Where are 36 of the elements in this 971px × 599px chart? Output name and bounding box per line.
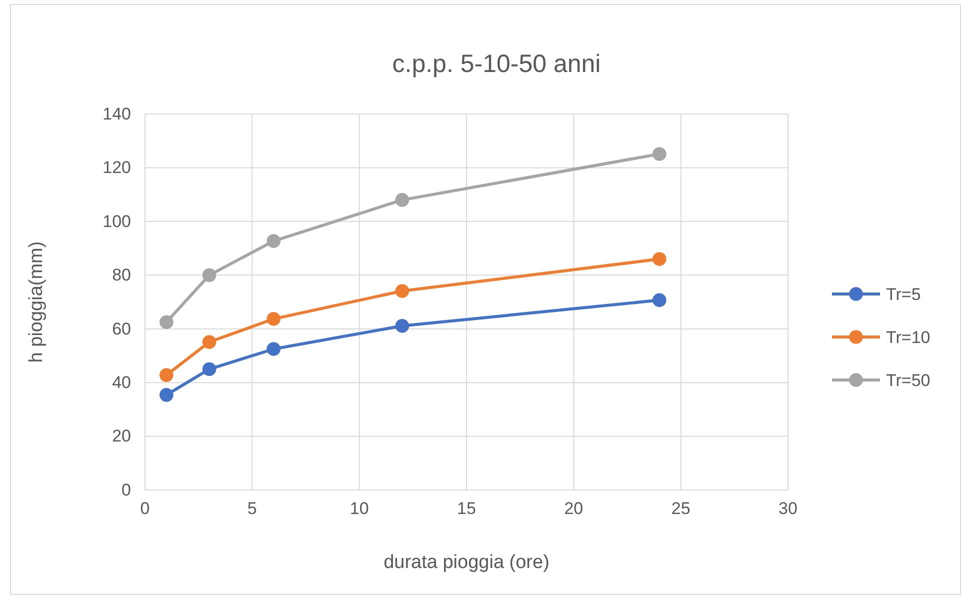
point xyxy=(395,193,410,207)
chart-title: c.p.p. 5-10-50 anni xyxy=(392,50,601,78)
y-tick-label: 100 xyxy=(102,212,131,231)
x-tick-label: 15 xyxy=(457,499,476,518)
y-tick-label: 80 xyxy=(112,266,131,285)
y-tick-label: 120 xyxy=(102,158,131,178)
point xyxy=(395,284,410,298)
x-tick-label: 20 xyxy=(564,499,584,518)
point xyxy=(266,234,281,248)
x-axis-title: durata pioggia (ore) xyxy=(384,552,550,573)
y-tick-label: 40 xyxy=(112,373,131,392)
legend-label: Tr=10 xyxy=(886,328,930,347)
point xyxy=(160,368,174,382)
x-tick-label: 10 xyxy=(350,499,369,518)
point xyxy=(652,293,666,308)
point xyxy=(202,268,216,282)
y-tick-label: 0 xyxy=(122,480,131,500)
x-tick-label: 5 xyxy=(247,499,257,518)
point xyxy=(395,319,410,333)
point xyxy=(202,335,216,349)
point xyxy=(266,342,281,356)
y-tick-label: 140 xyxy=(102,104,131,124)
point xyxy=(160,315,174,330)
x-tick-label: 30 xyxy=(778,499,798,518)
point xyxy=(266,312,281,326)
point xyxy=(160,388,174,402)
x-tick-label: 0 xyxy=(140,499,150,518)
y-tick-label: 20 xyxy=(112,426,131,446)
legend-label: Tr=50 xyxy=(886,371,930,390)
y-axis-title: h pioggia(mm) xyxy=(26,241,47,363)
point xyxy=(202,362,216,376)
point xyxy=(652,252,666,266)
point xyxy=(652,147,666,161)
x-tick-label: 25 xyxy=(671,499,690,518)
y-tick-label: 60 xyxy=(112,319,131,338)
legend-label: Tr=5 xyxy=(886,285,921,304)
